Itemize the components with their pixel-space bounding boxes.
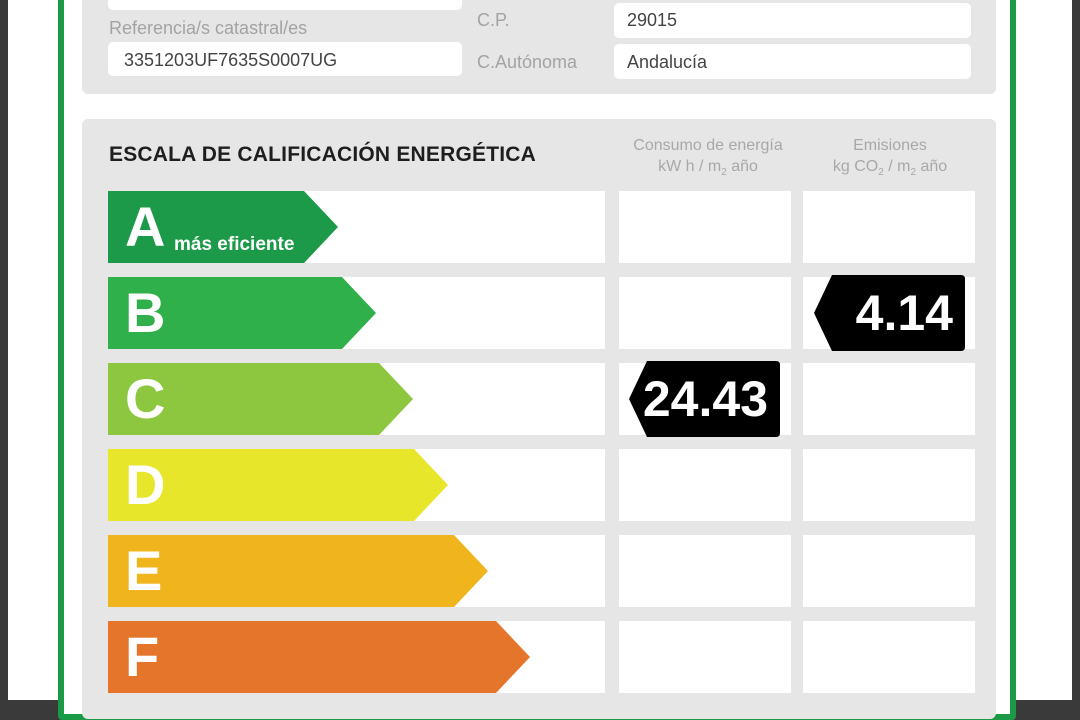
emisiones-badge: 4.14 (814, 275, 965, 351)
consumo-cell-f (619, 621, 791, 693)
emisiones-cell-c (803, 363, 975, 435)
emisiones-cell-d (803, 449, 975, 521)
referencia-value: 3351203UF7635S0007UG (124, 50, 338, 70)
autonoma-label: C.Autónoma (477, 52, 578, 72)
badge-shape (629, 361, 780, 437)
rating-letter: E (125, 539, 163, 602)
consumo-header: Consumo de energía kW h / m2 año (618, 135, 798, 183)
rating-arrow-shape (108, 621, 530, 693)
rating-arrow-b: B (108, 277, 376, 349)
screen-edge-right (1072, 0, 1080, 700)
rating-arrow-d: D (108, 449, 448, 521)
consumo-badge-value: 24.43 (642, 371, 768, 427)
emisiones-badge-value: 4.14 (855, 285, 953, 341)
rating-letter: C (125, 367, 166, 430)
rating-arrow-shape (108, 535, 488, 607)
cp-label: C.P. (477, 10, 510, 30)
consumo-header-line1: Consumo de energía (633, 137, 783, 154)
consumo-header-line2: kW h / m2 año (658, 158, 758, 179)
rating-arrow-e: E (108, 535, 488, 607)
scale-title: ESCALA DE CALIFICACIÓN ENERGÉTICA (109, 143, 536, 166)
cp-field (614, 3, 971, 38)
rating-arrow-shape (108, 363, 413, 435)
rating-letter: F (125, 625, 160, 688)
rating-sublabel: más eficiente (174, 234, 295, 255)
autonoma-field (614, 44, 971, 79)
emisiones-cell-a (803, 191, 975, 263)
rating-arrow-shape (108, 449, 448, 521)
consumo-cell-a (619, 191, 791, 263)
emisiones-header-line1: Emisiones (853, 137, 927, 154)
emisiones-header-line2: kg CO2 / m2 año (832, 158, 948, 179)
emisiones-cell-e (803, 535, 975, 607)
emisiones-header: Emisiones kg CO2 / m2 año (800, 135, 980, 183)
rating-letter: B (125, 281, 166, 344)
consumo-cell-b (619, 277, 791, 349)
rating-arrow-f: F (108, 621, 530, 693)
cp-value: 29015 (627, 10, 678, 30)
rating-arrow-shape (108, 191, 338, 263)
consumo-cell-d (619, 449, 791, 521)
referencia-label: Referencia/s catastral/es (109, 18, 308, 38)
consumo-cell-e (619, 535, 791, 607)
rating-arrow-shape (108, 277, 376, 349)
previous-field-box (108, 0, 462, 10)
screen-edge-left (0, 0, 8, 700)
rating-letter: D (125, 453, 166, 516)
rating-letter: A (125, 195, 166, 258)
emisiones-cell-f (803, 621, 975, 693)
rating-arrow-c: C (108, 363, 413, 435)
consumo-badge: 24.43 (629, 361, 780, 437)
autonoma-value: Andalucía (627, 52, 708, 72)
referencia-field (108, 42, 462, 76)
badge-shape (814, 275, 965, 351)
